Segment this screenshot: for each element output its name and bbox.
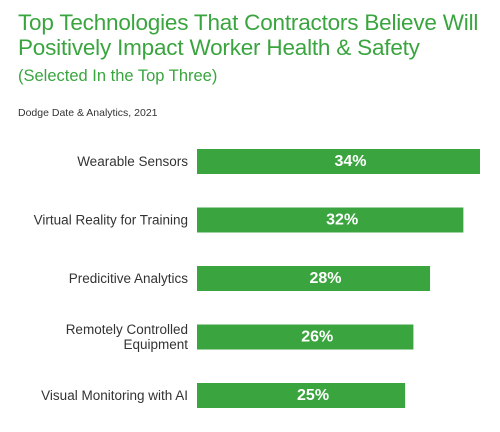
bar-value-label: 28%: [310, 270, 342, 287]
bar: [197, 383, 406, 408]
category-label: Equipment: [123, 337, 188, 352]
category-label: Remotely Controlled: [66, 322, 188, 337]
bar-value-label: 26%: [301, 329, 333, 346]
bar-value-label: 34%: [334, 153, 366, 170]
category-label: Wearable Sensors: [77, 154, 188, 169]
category-label: Predicitive Analytics: [69, 271, 189, 286]
bar: [197, 266, 431, 291]
source-note: Dodge Date & Analytics, 2021: [18, 107, 158, 119]
bar-value-label: 32%: [326, 212, 358, 229]
chart-subtitle: (Selected In the Top Three): [18, 67, 218, 85]
bar: [197, 149, 480, 174]
bar-value-label: 25%: [297, 387, 329, 404]
bar: [197, 324, 414, 350]
category-label: Virtual Reality for Training: [34, 213, 188, 228]
bar: [197, 207, 464, 233]
category-label: Visual Monitoring with AI: [41, 388, 188, 403]
chart-title: Top Technologies That Contractors Believ…: [18, 10, 479, 60]
